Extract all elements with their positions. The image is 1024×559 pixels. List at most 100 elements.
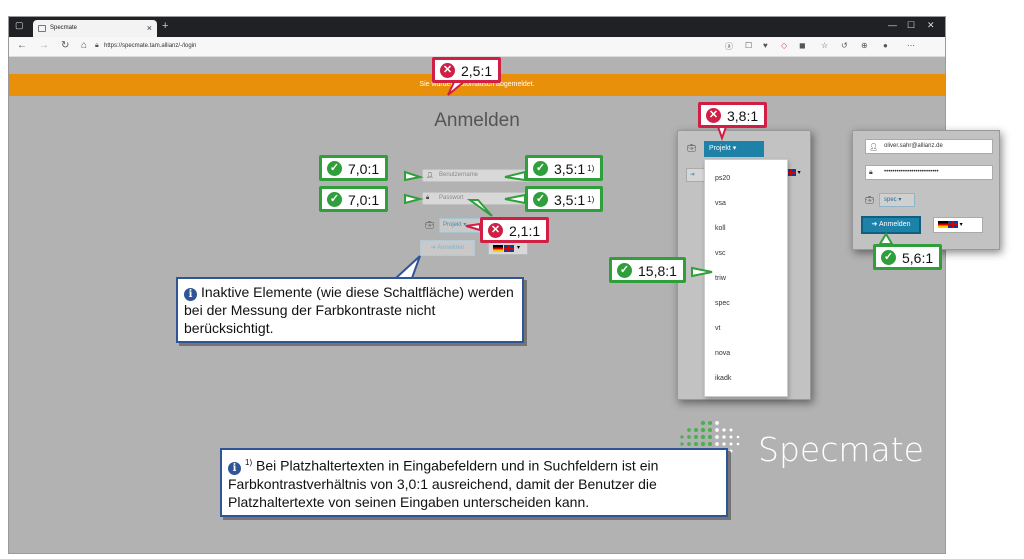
browser-tab[interactable]: Specmate × <box>33 20 157 37</box>
username-value: oliver.sahr@allianz.de <box>884 143 943 149</box>
history-icon[interactable]: ↺ <box>841 41 848 50</box>
language-select[interactable]: ▾ <box>933 217 983 233</box>
dropdown-item[interactable]: nova <box>715 350 731 357</box>
cross-circle-icon: ✕ <box>488 223 503 238</box>
password-value: •••••••••••••••••••••••••• <box>884 169 939 175</box>
logo-dot <box>693 434 699 440</box>
contrast-badge-password-placeholder: ✓ 3,5:1 1) <box>525 186 604 212</box>
info-box-placeholder: i1) Bei Platzhaltertexten in Eingabefeld… <box>220 448 728 517</box>
login-button-active[interactable]: ➔ Anmelden <box>861 216 921 234</box>
logo-dot <box>707 434 713 440</box>
tab-title: Specmate <box>50 25 78 31</box>
dropdown-item[interactable]: spec <box>715 300 730 307</box>
tab-favicon-icon <box>38 25 46 32</box>
password-field-filled[interactable]: 🔒︎ •••••••••••••••••••••••••• <box>865 165 993 180</box>
url-field[interactable]: https://specmate.tam.allianz/-/login <box>104 43 197 49</box>
forward-icon[interactable]: → <box>39 40 49 51</box>
logo-dot <box>722 442 726 446</box>
cross-circle-icon: ✕ <box>706 108 721 123</box>
reload-icon[interactable]: ↻ <box>61 40 70 51</box>
dropdown-item[interactable]: vsa <box>715 200 726 207</box>
check-circle-icon: ✓ <box>533 192 548 207</box>
shield-icon[interactable]: ♥ <box>763 41 768 50</box>
logo-dot <box>729 435 733 439</box>
logo-dot <box>707 427 713 433</box>
page-title: Anmelden <box>434 110 520 131</box>
logo-dot <box>693 427 699 433</box>
logo-dot <box>715 421 719 425</box>
tab-bar: ▢ Specmate × + — ☐ ✕ <box>9 17 945 37</box>
user-icon: 👤︎ <box>869 144 878 151</box>
sign-in-stub: ➔ <box>686 168 706 182</box>
check-circle-icon: ✓ <box>533 161 548 176</box>
contrast-badge-password-icon: ✓ 7,0:1 <box>319 186 389 212</box>
dropdown-item[interactable]: ikadk <box>715 375 732 382</box>
contrast-badge-dropdown-button: ✕ 3,8:1 <box>698 102 768 128</box>
close-window-icon[interactable]: ✕ <box>927 20 935 30</box>
address-bar: ← → ↻ ⌂ 🔒︎ https://specmate.tam.allianz/… <box>9 37 945 57</box>
logo-dot <box>715 435 719 439</box>
logo-dot <box>715 428 719 432</box>
password-placeholder: Passwort <box>439 195 464 201</box>
sign-in-icon: ➔ <box>871 221 878 228</box>
logo-dot <box>736 435 740 439</box>
favorites-icon[interactable]: ☆ <box>821 41 829 50</box>
logo-dot <box>687 442 691 446</box>
logo-dot <box>693 441 699 447</box>
collections-icon[interactable]: ⊕ <box>861 41 868 50</box>
logo-dot <box>680 435 684 439</box>
contrast-badge-active-login: ✓ 5,6:1 <box>873 244 943 270</box>
active-login-panel: 👤︎ oliver.sahr@allianz.de 🔒︎ •••••••••••… <box>852 130 1000 250</box>
check-circle-icon: ✓ <box>881 250 896 265</box>
chevron-down-icon: ▾ <box>517 245 521 251</box>
logo-dot <box>700 441 706 447</box>
info-circle-icon: i <box>228 461 241 475</box>
maximize-icon[interactable]: ☐ <box>907 20 916 30</box>
contrast-badge-project-button: ✕ 2,1:1 <box>480 217 550 243</box>
briefcase-icon: 💼︎ <box>425 222 434 229</box>
contrast-badge-notification: ✕ 2,5:1 <box>432 57 502 83</box>
login-button-label: Anmelden <box>878 221 911 228</box>
logo-dot <box>729 442 733 446</box>
minimize-icon[interactable]: — <box>888 20 897 30</box>
login-button-inactive[interactable]: ➔ Anmelden <box>420 240 475 256</box>
flag-uk-icon <box>504 245 514 252</box>
language-select-stub[interactable]: ▾ <box>786 169 801 176</box>
check-circle-icon: ✓ <box>327 192 342 207</box>
username-field-filled[interactable]: 👤︎ oliver.sahr@allianz.de <box>865 139 993 154</box>
home-icon[interactable]: ⌂ <box>81 40 88 51</box>
info-circle-icon: i <box>184 288 197 301</box>
more-icon[interactable]: ⋯ <box>907 41 915 50</box>
user-icon: 👤︎ <box>426 173 434 179</box>
logo-dot <box>736 442 740 446</box>
read-view-icon[interactable]: ☐ <box>745 41 753 50</box>
project-dropdown-button[interactable]: Projekt ▾ <box>704 141 764 157</box>
dropdown-item[interactable]: vsc <box>715 250 726 257</box>
puzzle-icon[interactable]: ◼ <box>799 41 806 50</box>
flag-uk-icon <box>948 220 958 228</box>
flag-de-icon <box>938 220 948 228</box>
extension-icon[interactable]: ◇ <box>781 41 788 50</box>
translate-icon[interactable]: ⓐ <box>725 42 733 51</box>
project-dropdown-list: ps20 vsa koll vsc triw spec vt nova ikadk <box>704 159 788 397</box>
sign-in-icon: ➔ <box>430 245 436 251</box>
cross-circle-icon: ✕ <box>440 63 455 78</box>
tab-close-icon[interactable]: × <box>146 23 152 33</box>
briefcase-icon: 💼︎ <box>687 145 696 152</box>
flag-de-icon <box>493 245 503 252</box>
back-icon[interactable]: ← <box>17 40 27 51</box>
new-tab-icon[interactable]: + <box>162 20 169 32</box>
profile-icon[interactable]: ● <box>883 41 888 50</box>
lock-icon: 🔒︎ <box>95 42 99 49</box>
contrast-badge-dropdown-item: ✓ 15,8:1 <box>609 257 686 283</box>
dropdown-item[interactable]: koll <box>715 225 726 232</box>
dropdown-item[interactable]: vt <box>715 325 721 332</box>
info-box-inactive: i Inaktive Elemente (wie diese Schaltfläc… <box>176 277 524 343</box>
login-button-label: Anmelden <box>437 245 465 251</box>
logo-dot <box>722 435 726 439</box>
dropdown-item[interactable]: ps20 <box>715 175 731 182</box>
tab-actions-icon[interactable]: ▢ <box>15 20 24 30</box>
dropdown-item[interactable]: triw <box>715 275 726 282</box>
project-value-button[interactable]: spec ▾ <box>879 193 915 207</box>
logo-dot <box>680 442 684 446</box>
